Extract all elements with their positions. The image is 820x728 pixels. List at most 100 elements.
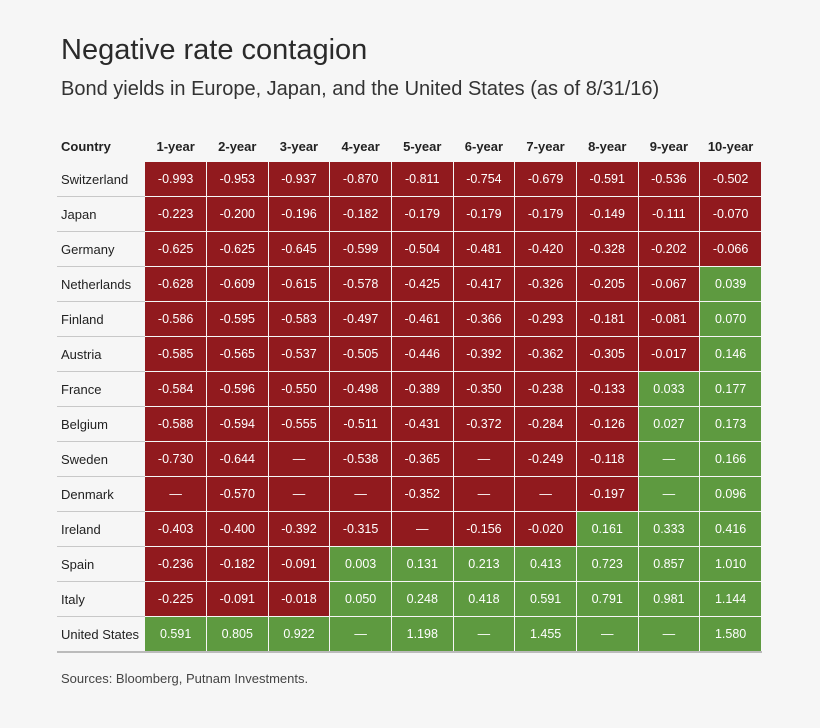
header-4-year: 4-year	[329, 134, 392, 161]
table-row: France -0.584 -0.596 -0.550 -0.498 -0.389 -0.3…	[57, 371, 762, 407]
yield-cell: -0.586	[144, 301, 207, 337]
yield-cell: -0.446	[390, 336, 454, 372]
yield-cell: 1.198	[390, 616, 454, 653]
yield-cell: 0.857	[637, 546, 701, 582]
header-3-year: 3-year	[268, 134, 330, 161]
yield-cell: 0.791	[575, 581, 639, 617]
yield-cell: -0.315	[329, 511, 392, 547]
yield-cell: -0.645	[267, 231, 331, 267]
yield-cell: -0.181	[575, 301, 639, 337]
yield-cell: -0.502	[699, 158, 762, 197]
yield-cell: 0.333	[637, 511, 701, 547]
yield-cell: 0.027	[637, 406, 701, 442]
yield-cell: -0.225	[144, 581, 207, 617]
yield-cell: -0.197	[575, 476, 639, 512]
yield-cell: -0.400	[205, 511, 269, 547]
yield-cell: —	[144, 476, 207, 512]
yield-cell: —	[637, 616, 701, 653]
yield-cell: -0.066	[699, 231, 762, 267]
yield-cell: -0.182	[205, 546, 269, 582]
yield-cell: -0.018	[267, 581, 331, 617]
header-2-year: 2-year	[206, 134, 269, 161]
yield-cell: -0.200	[205, 196, 269, 232]
yield-cell: -0.326	[514, 266, 577, 302]
yield-cell: -0.328	[575, 231, 639, 267]
yield-cell: —	[514, 476, 577, 512]
yield-cell: -0.550	[267, 371, 331, 407]
yield-cell: -0.070	[699, 196, 762, 232]
table-row: Spain -0.236 -0.182 -0.091 0.003 0.131 0.213 0.…	[57, 546, 762, 582]
yield-cell: —	[452, 616, 516, 653]
yield-cell: —	[637, 476, 701, 512]
country-label: Finland	[57, 301, 145, 337]
yield-cell: -0.570	[205, 476, 269, 512]
yield-cell: 0.096	[699, 476, 762, 512]
yield-cell: -0.730	[144, 441, 207, 477]
header-5-year: 5-year	[391, 134, 454, 161]
yield-cell: -0.625	[205, 231, 269, 267]
country-label: Denmark	[57, 476, 145, 512]
yield-cell: -0.599	[329, 231, 392, 267]
yield-cell: 0.213	[452, 546, 516, 582]
yield-cell: -0.182	[329, 196, 392, 232]
header-10-year: 10-year	[699, 134, 762, 161]
yield-cell: -0.293	[514, 301, 577, 337]
yield-cell: 0.070	[699, 301, 762, 337]
yield-cell: -0.118	[575, 441, 639, 477]
yield-cell: -0.067	[637, 266, 701, 302]
yield-cell: -0.133	[575, 371, 639, 407]
subtitle: Bond yields in Europe, Japan, and the Un…	[61, 78, 660, 100]
yield-cell: -0.352	[390, 476, 454, 512]
yield-cell: -0.238	[514, 371, 577, 407]
country-label: Germany	[57, 231, 145, 267]
yield-cell: -0.403	[144, 511, 207, 547]
header-6-year: 6-year	[453, 134, 515, 161]
yield-cell: 1.455	[514, 616, 577, 653]
yield-cell: -0.615	[267, 266, 331, 302]
yield-cell: -0.091	[267, 546, 331, 582]
yield-cell: -0.628	[144, 266, 207, 302]
yield-cell: -0.481	[452, 231, 516, 267]
yield-cell: -0.583	[267, 301, 331, 337]
yield-cell: -0.305	[575, 336, 639, 372]
yield-cell: 0.981	[637, 581, 701, 617]
country-label: Netherlands	[57, 266, 145, 302]
yield-cell: -0.392	[452, 336, 516, 372]
yield-cell: —	[267, 441, 331, 477]
yield-cell: -0.366	[452, 301, 516, 337]
yield-cell: -0.389	[390, 371, 454, 407]
table-row: United States 0.591 0.805 0.922—1.198—1.455…	[57, 616, 762, 653]
yield-cell: 0.591	[144, 616, 207, 653]
yield-cell: -0.417	[452, 266, 516, 302]
header-row: Country 1-year 2-year 3-year 4-year 5-year 6-…	[57, 134, 762, 161]
yield-cell: 0.146	[699, 336, 762, 372]
yield-cell: -0.431	[390, 406, 454, 442]
yield-cell: 0.131	[390, 546, 454, 582]
yield-cell: —	[452, 476, 516, 512]
yield-cell: -0.585	[144, 336, 207, 372]
country-label: Belgium	[57, 406, 145, 442]
country-label: United States	[57, 616, 145, 653]
yield-cell: 0.177	[699, 371, 762, 407]
yield-cell: -0.196	[267, 196, 331, 232]
yield-cell: -0.156	[452, 511, 516, 547]
yield-cell: —	[452, 441, 516, 477]
yield-cell: -0.505	[329, 336, 392, 372]
yield-cell: 0.003	[329, 546, 392, 582]
yield-cell: -0.595	[205, 301, 269, 337]
table-row: Austria -0.585 -0.565 -0.537 -0.505 -0.446 -0.…	[57, 336, 762, 372]
yield-cell: -0.179	[390, 196, 454, 232]
header-9-year: 9-year	[638, 134, 700, 161]
yield-cell: 0.723	[575, 546, 639, 582]
yield-cell: -0.420	[514, 231, 577, 267]
yield-cell: 0.033	[637, 371, 701, 407]
country-label: Switzerland	[57, 158, 145, 197]
yield-cell: -0.284	[514, 406, 577, 442]
table-row: Ireland -0.403 -0.400 -0.392 -0.315— -0.156 -0…	[57, 511, 762, 547]
yield-cell: —	[575, 616, 639, 653]
yield-cell: 0.416	[699, 511, 762, 547]
yield-cell: 0.050	[329, 581, 392, 617]
yield-cell: -0.596	[205, 371, 269, 407]
yield-cell: -0.504	[390, 231, 454, 267]
